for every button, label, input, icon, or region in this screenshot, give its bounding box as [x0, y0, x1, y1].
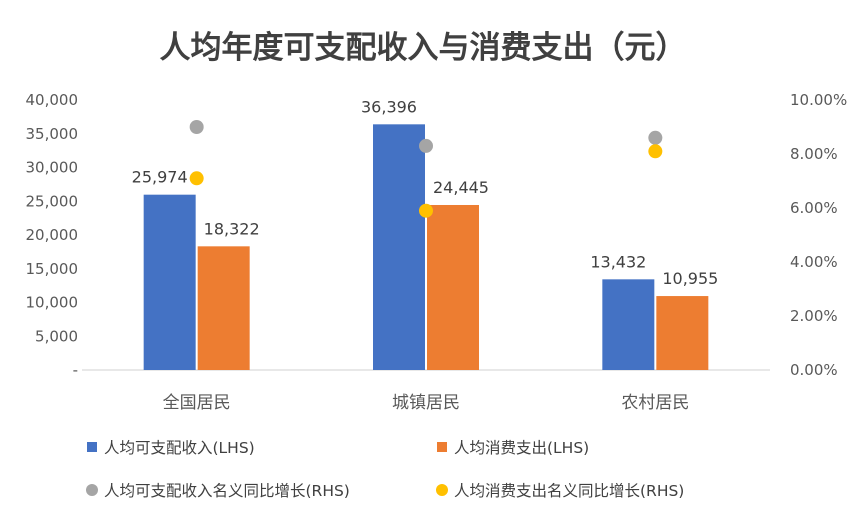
bar	[197, 246, 250, 370]
y2-tick-label: 2.00%	[790, 307, 838, 325]
points-layer	[189, 120, 663, 218]
data-label: 10,955	[662, 269, 718, 288]
scatter-point	[419, 203, 433, 218]
y2-tick-label: 4.00%	[790, 253, 838, 271]
y-tick-label: 5,000	[35, 327, 78, 345]
bar	[373, 124, 425, 371]
scatter-point	[648, 130, 663, 145]
y-tick-label: -	[73, 361, 78, 379]
category-label: 农村居民	[621, 393, 689, 413]
legend-swatch	[86, 484, 98, 496]
left-axis: - 5,000 10,000 15,000 20,000 25,000 30,000 35,0…	[26, 91, 79, 379]
bars-layer	[143, 124, 709, 371]
legend-swatch	[437, 442, 447, 452]
scatter-point	[189, 171, 204, 186]
data-label: 25,974	[132, 168, 188, 187]
y2-tick-label: 6.00%	[790, 199, 838, 217]
bar	[602, 279, 655, 370]
scatter-point	[648, 144, 663, 159]
y-tick-label: 15,000	[26, 260, 79, 278]
legend-swatch	[436, 484, 448, 496]
legend: 人均可支配收入(LHS) 人均消费支出(LHS) 人均可支配收入名义同比增长(RHS…	[86, 439, 684, 500]
legend-label: 人均消费支出(LHS)	[454, 439, 589, 457]
category-label: 全国居民	[163, 393, 231, 413]
data-label: 13,432	[590, 252, 646, 271]
data-label: 24,445	[433, 178, 489, 197]
y-tick-label: 40,000	[26, 91, 79, 109]
bar	[656, 296, 709, 370]
y-tick-label: 20,000	[26, 226, 79, 244]
y2-tick-label: 10.00%	[790, 91, 847, 109]
right-axis: 0.00% 2.00% 4.00% 6.00% 8.00% 10.00%	[790, 91, 847, 379]
y-tick-label: 35,000	[26, 125, 79, 143]
bar	[143, 194, 196, 370]
y-tick-label: 10,000	[26, 294, 79, 312]
data-label: 36,396	[361, 97, 417, 116]
category-labels: 全国居民 城镇居民 农村居民	[163, 393, 690, 413]
legend-swatch	[87, 442, 97, 452]
chart-title: 人均年度可支配收入与消费支出（元）	[160, 30, 687, 66]
y-tick-label: 25,000	[26, 192, 79, 210]
data-labels-layer: 25,974 18,322 36,396 24,445 13,432 10,955	[132, 97, 719, 288]
scatter-point	[419, 138, 433, 153]
data-label: 18,322	[204, 219, 260, 238]
legend-label: 人均可支配收入(LHS)	[104, 439, 255, 457]
legend-label: 人均消费支出名义同比增长(RHS)	[454, 482, 684, 500]
y2-tick-label: 8.00%	[790, 145, 838, 163]
scatter-point	[189, 120, 204, 134]
y2-tick-label: 0.00%	[790, 361, 838, 379]
category-label: 城镇居民	[392, 393, 460, 413]
y-tick-label: 30,000	[26, 159, 79, 177]
bar	[427, 204, 479, 370]
legend-label: 人均可支配收入名义同比增长(RHS)	[104, 482, 350, 500]
